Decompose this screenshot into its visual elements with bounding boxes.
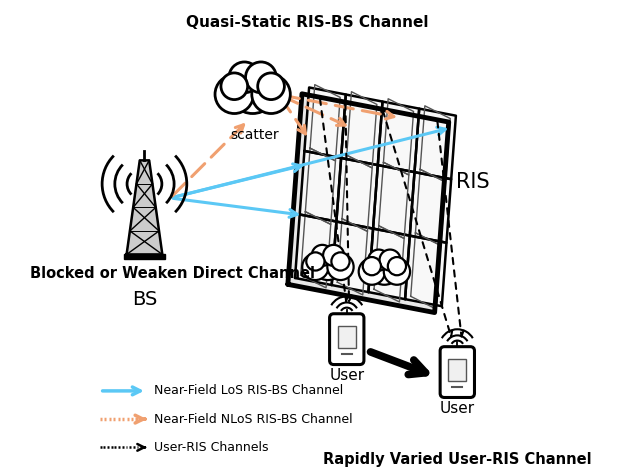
Bar — [448, 359, 466, 381]
Polygon shape — [295, 215, 336, 285]
Text: User-RIS Channels: User-RIS Channels — [154, 441, 268, 454]
Circle shape — [323, 245, 344, 266]
FancyBboxPatch shape — [440, 347, 474, 397]
Circle shape — [302, 254, 329, 280]
Circle shape — [245, 62, 277, 93]
Text: Blocked or Weaken Direct Channel: Blocked or Weaken Direct Channel — [30, 266, 315, 281]
Text: BS: BS — [132, 290, 157, 309]
Polygon shape — [410, 172, 451, 243]
Text: RIS: RIS — [456, 172, 490, 192]
Polygon shape — [288, 94, 449, 313]
Circle shape — [229, 66, 277, 113]
Circle shape — [221, 73, 247, 99]
Polygon shape — [368, 228, 410, 299]
FancyBboxPatch shape — [329, 314, 364, 365]
Circle shape — [368, 249, 389, 270]
Text: Near-Field LoS RIS-BS Channel: Near-Field LoS RIS-BS Channel — [154, 385, 343, 397]
Circle shape — [368, 252, 401, 285]
Polygon shape — [336, 158, 378, 228]
Bar — [338, 326, 356, 348]
Circle shape — [388, 257, 406, 275]
Circle shape — [331, 252, 350, 270]
Polygon shape — [332, 221, 373, 292]
Polygon shape — [127, 160, 162, 255]
Text: Near-Field NLoS RIS-BS Channel: Near-Field NLoS RIS-BS Channel — [154, 413, 352, 426]
Polygon shape — [124, 255, 165, 259]
Circle shape — [380, 249, 401, 270]
Circle shape — [363, 257, 381, 275]
Polygon shape — [305, 88, 346, 158]
Circle shape — [215, 75, 254, 113]
Text: scatter: scatter — [231, 129, 279, 142]
Circle shape — [229, 62, 259, 93]
Text: Rapidly Varied User-RIS Channel: Rapidly Varied User-RIS Channel — [323, 452, 591, 467]
Circle shape — [258, 73, 284, 99]
Polygon shape — [341, 95, 382, 165]
Text: User: User — [439, 401, 475, 416]
Circle shape — [359, 258, 385, 285]
Polygon shape — [405, 236, 446, 306]
Circle shape — [312, 245, 333, 266]
Polygon shape — [378, 101, 419, 172]
Circle shape — [384, 258, 410, 285]
Circle shape — [252, 75, 290, 113]
Polygon shape — [300, 151, 341, 221]
Circle shape — [307, 252, 324, 270]
Text: Quasi-Static RIS-BS Channel: Quasi-Static RIS-BS Channel — [186, 15, 428, 30]
Polygon shape — [415, 109, 456, 179]
Polygon shape — [373, 165, 415, 236]
Circle shape — [328, 254, 354, 280]
Circle shape — [312, 248, 344, 280]
Text: User: User — [329, 368, 364, 383]
